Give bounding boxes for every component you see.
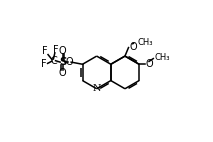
Text: N: N xyxy=(92,84,101,93)
Text: S: S xyxy=(59,57,66,67)
Text: O: O xyxy=(59,68,66,79)
Text: F: F xyxy=(41,59,47,69)
Text: O: O xyxy=(145,59,153,69)
Text: O: O xyxy=(129,42,137,52)
Text: O: O xyxy=(59,46,66,56)
Text: F: F xyxy=(53,45,58,55)
Text: CH₃: CH₃ xyxy=(137,38,153,47)
Text: C: C xyxy=(50,56,57,66)
Text: F: F xyxy=(42,46,48,57)
Text: CH₃: CH₃ xyxy=(154,53,170,62)
Text: O: O xyxy=(65,57,73,67)
